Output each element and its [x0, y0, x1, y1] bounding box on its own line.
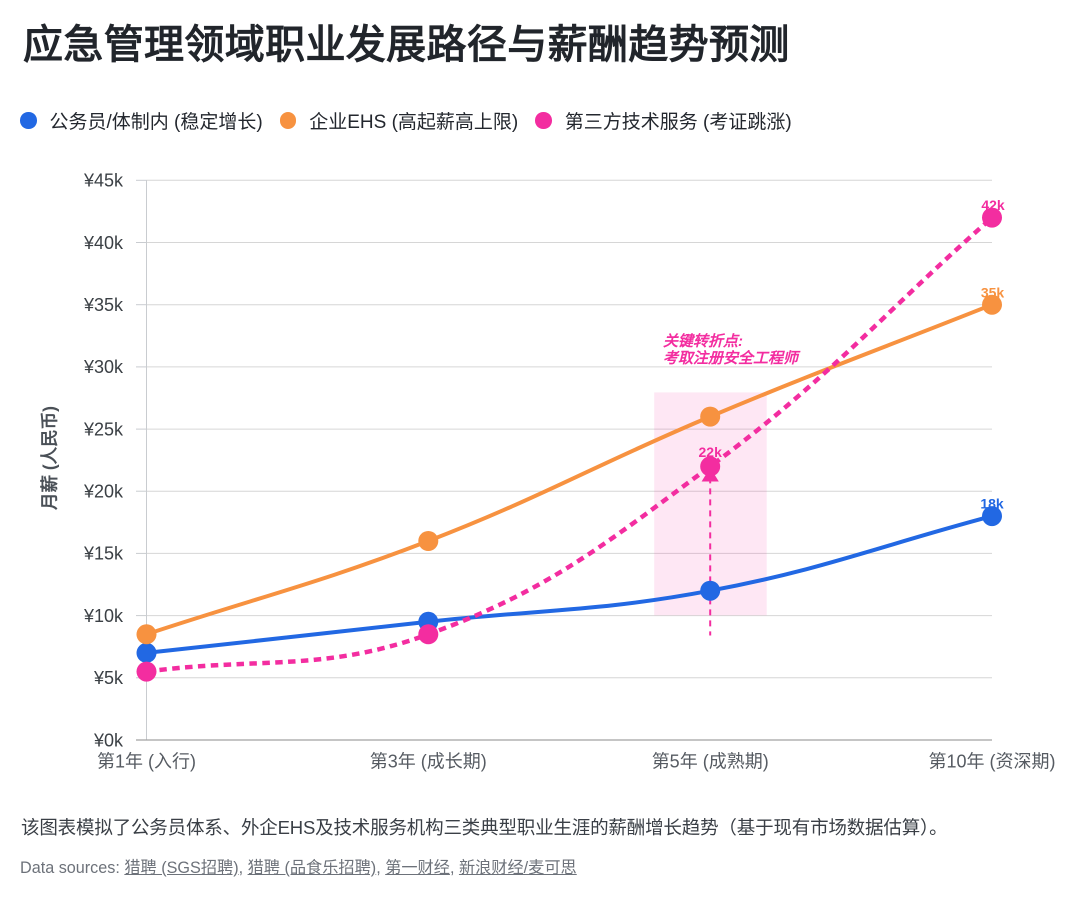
svg-text:第5年 (成熟期): 第5年 (成熟期) [652, 752, 769, 772]
svg-text:18k: 18k [980, 496, 1004, 512]
svg-text:¥45k: ¥45k [83, 171, 124, 191]
svg-text:考取注册安全工程师: 考取注册安全工程师 [663, 349, 801, 367]
svg-text:月薪 (人民币): 月薪 (人民币) [40, 406, 60, 511]
svg-text:关键转折点:: 关键转折点: [663, 333, 743, 350]
svg-text:¥25k: ¥25k [83, 419, 124, 439]
svg-text:¥20k: ¥20k [83, 482, 124, 502]
svg-text:¥40k: ¥40k [83, 233, 124, 253]
svg-text:第1年 (入行): 第1年 (入行) [97, 752, 196, 772]
svg-text:¥0k: ¥0k [93, 730, 124, 750]
svg-text:第10年 (资深期): 第10年 (资深期) [928, 752, 1055, 772]
svg-text:第3年 (成长期): 第3年 (成长期) [370, 752, 487, 772]
svg-text:42k: 42k [981, 197, 1005, 213]
svg-text:¥10k: ¥10k [83, 606, 124, 626]
svg-text:35k: 35k [981, 285, 1005, 301]
svg-text:¥35k: ¥35k [83, 295, 124, 315]
svg-text:¥30k: ¥30k [83, 357, 124, 377]
svg-text:22k: 22k [699, 444, 723, 460]
svg-text:¥15k: ¥15k [83, 544, 124, 564]
svg-text:¥5k: ¥5k [93, 668, 124, 688]
